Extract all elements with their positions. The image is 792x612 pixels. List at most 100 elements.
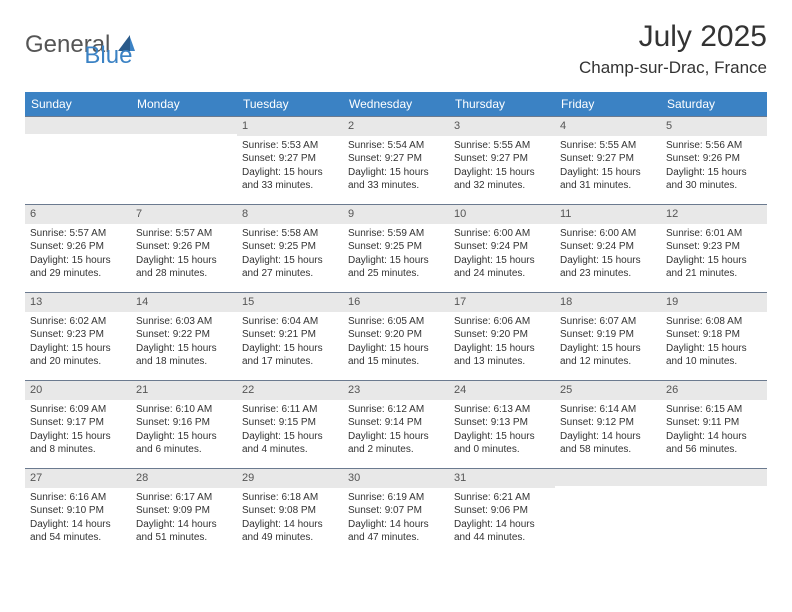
day-sunset: Sunset: 9:22 PM xyxy=(136,328,232,342)
calendar-week-row: 13Sunrise: 6:02 AMSunset: 9:23 PMDayligh… xyxy=(25,292,767,380)
calendar-day-cell: 10Sunrise: 6:00 AMSunset: 9:24 PMDayligh… xyxy=(449,204,555,292)
day-sunset: Sunset: 9:10 PM xyxy=(30,504,126,518)
day-daylight1: Daylight: 15 hours xyxy=(242,254,338,268)
day-number: 30 xyxy=(343,468,449,488)
day-content: Sunrise: 6:13 AMSunset: 9:13 PMDaylight:… xyxy=(449,400,555,462)
calendar-day-cell: 17Sunrise: 6:06 AMSunset: 9:20 PMDayligh… xyxy=(449,292,555,380)
day-number: 11 xyxy=(555,204,661,224)
day-content: Sunrise: 5:55 AMSunset: 9:27 PMDaylight:… xyxy=(449,136,555,198)
calendar-day-cell: 30Sunrise: 6:19 AMSunset: 9:07 PMDayligh… xyxy=(343,468,449,556)
day-content: Sunrise: 6:01 AMSunset: 9:23 PMDaylight:… xyxy=(661,224,767,286)
day-number: 23 xyxy=(343,380,449,400)
calendar-week-row: 27Sunrise: 6:16 AMSunset: 9:10 PMDayligh… xyxy=(25,468,767,556)
day-sunrise: Sunrise: 6:05 AM xyxy=(348,315,444,329)
day-sunrise: Sunrise: 6:13 AM xyxy=(454,403,550,417)
weekday-header: Saturday xyxy=(661,92,767,116)
weekday-header: Thursday xyxy=(449,92,555,116)
day-daylight2: and 32 minutes. xyxy=(454,179,550,193)
day-content: Sunrise: 6:05 AMSunset: 9:20 PMDaylight:… xyxy=(343,312,449,374)
day-sunset: Sunset: 9:25 PM xyxy=(242,240,338,254)
day-daylight2: and 15 minutes. xyxy=(348,355,444,369)
day-sunrise: Sunrise: 5:55 AM xyxy=(560,139,656,153)
weekday-row: SundayMondayTuesdayWednesdayThursdayFrid… xyxy=(25,92,767,116)
day-sunset: Sunset: 9:17 PM xyxy=(30,416,126,430)
day-content: Sunrise: 6:14 AMSunset: 9:12 PMDaylight:… xyxy=(555,400,661,462)
day-content: Sunrise: 5:55 AMSunset: 9:27 PMDaylight:… xyxy=(555,136,661,198)
day-sunset: Sunset: 9:23 PM xyxy=(666,240,762,254)
day-content: Sunrise: 6:00 AMSunset: 9:24 PMDaylight:… xyxy=(449,224,555,286)
day-content: Sunrise: 5:57 AMSunset: 9:26 PMDaylight:… xyxy=(25,224,131,286)
day-content: Sunrise: 5:54 AMSunset: 9:27 PMDaylight:… xyxy=(343,136,449,198)
day-content: Sunrise: 6:03 AMSunset: 9:22 PMDaylight:… xyxy=(131,312,237,374)
calendar-day-cell: 8Sunrise: 5:58 AMSunset: 9:25 PMDaylight… xyxy=(237,204,343,292)
day-number: 24 xyxy=(449,380,555,400)
day-sunrise: Sunrise: 5:53 AM xyxy=(242,139,338,153)
day-daylight1: Daylight: 15 hours xyxy=(666,254,762,268)
day-daylight1: Daylight: 14 hours xyxy=(242,518,338,532)
day-daylight2: and 30 minutes. xyxy=(666,179,762,193)
calendar-day-cell: 19Sunrise: 6:08 AMSunset: 9:18 PMDayligh… xyxy=(661,292,767,380)
day-sunset: Sunset: 9:08 PM xyxy=(242,504,338,518)
day-sunrise: Sunrise: 5:54 AM xyxy=(348,139,444,153)
day-daylight1: Daylight: 15 hours xyxy=(348,342,444,356)
day-number: 22 xyxy=(237,380,343,400)
calendar-day-cell: 23Sunrise: 6:12 AMSunset: 9:14 PMDayligh… xyxy=(343,380,449,468)
weekday-header: Tuesday xyxy=(237,92,343,116)
calendar-day-cell: 15Sunrise: 6:04 AMSunset: 9:21 PMDayligh… xyxy=(237,292,343,380)
day-daylight2: and 20 minutes. xyxy=(30,355,126,369)
day-number: 27 xyxy=(25,468,131,488)
day-daylight1: Daylight: 15 hours xyxy=(348,166,444,180)
day-sunset: Sunset: 9:11 PM xyxy=(666,416,762,430)
day-content: Sunrise: 5:59 AMSunset: 9:25 PMDaylight:… xyxy=(343,224,449,286)
day-sunset: Sunset: 9:26 PM xyxy=(666,152,762,166)
day-daylight2: and 0 minutes. xyxy=(454,443,550,457)
day-sunset: Sunset: 9:19 PM xyxy=(560,328,656,342)
day-sunrise: Sunrise: 6:03 AM xyxy=(136,315,232,329)
calendar-day-cell: 12Sunrise: 6:01 AMSunset: 9:23 PMDayligh… xyxy=(661,204,767,292)
day-number-empty xyxy=(131,116,237,134)
day-daylight1: Daylight: 15 hours xyxy=(560,342,656,356)
day-daylight2: and 28 minutes. xyxy=(136,267,232,281)
day-daylight2: and 29 minutes. xyxy=(30,267,126,281)
day-sunset: Sunset: 9:07 PM xyxy=(348,504,444,518)
calendar-day-cell: 14Sunrise: 6:03 AMSunset: 9:22 PMDayligh… xyxy=(131,292,237,380)
calendar-day-cell: 29Sunrise: 6:18 AMSunset: 9:08 PMDayligh… xyxy=(237,468,343,556)
calendar-day-cell: 18Sunrise: 6:07 AMSunset: 9:19 PMDayligh… xyxy=(555,292,661,380)
day-daylight2: and 27 minutes. xyxy=(242,267,338,281)
calendar-day-cell: 31 Sunrise: 6:21 AMSunset: 9:06 PMDayligh… xyxy=(449,468,555,556)
day-sunset: Sunset: 9:14 PM xyxy=(348,416,444,430)
day-sunrise: Sunrise: 6:09 AM xyxy=(30,403,126,417)
day-daylight2: and 4 minutes. xyxy=(242,443,338,457)
day-number: 13 xyxy=(25,292,131,312)
day-daylight1: Daylight: 15 hours xyxy=(136,342,232,356)
day-content: Sunrise: 6:10 AMSunset: 9:16 PMDaylight:… xyxy=(131,400,237,462)
day-sunrise: Sunrise: 6:15 AM xyxy=(666,403,762,417)
calendar-day-cell: 1Sunrise: 5:53 AMSunset: 9:27 PMDaylight… xyxy=(237,116,343,204)
day-content: Sunrise: 6:16 AMSunset: 9:10 PMDaylight:… xyxy=(25,488,131,550)
calendar-week-row: 1Sunrise: 5:53 AMSunset: 9:27 PMDaylight… xyxy=(25,116,767,204)
day-sunset: Sunset: 9:16 PM xyxy=(136,416,232,430)
calendar-week-row: 6Sunrise: 5:57 AMSunset: 9:26 PMDaylight… xyxy=(25,204,767,292)
calendar-day-cell: 27Sunrise: 6:16 AMSunset: 9:10 PMDayligh… xyxy=(25,468,131,556)
day-sunrise: Sunrise: 6:21 AM xyxy=(454,491,550,505)
calendar-body: 1Sunrise: 5:53 AMSunset: 9:27 PMDaylight… xyxy=(25,116,767,556)
day-number: 26 xyxy=(661,380,767,400)
day-daylight1: Daylight: 15 hours xyxy=(560,254,656,268)
calendar-day-cell: 25Sunrise: 6:14 AMSunset: 9:12 PMDayligh… xyxy=(555,380,661,468)
calendar-day-cell: 21Sunrise: 6:10 AMSunset: 9:16 PMDayligh… xyxy=(131,380,237,468)
day-sunrise: Sunrise: 6:12 AM xyxy=(348,403,444,417)
day-daylight1: Daylight: 14 hours xyxy=(454,518,550,532)
day-daylight2: and 58 minutes. xyxy=(560,443,656,457)
day-number: 31 xyxy=(449,468,555,488)
weekday-header: Sunday xyxy=(25,92,131,116)
day-number: 3 xyxy=(449,116,555,136)
calendar-day-cell xyxy=(25,116,131,204)
day-daylight2: and 2 minutes. xyxy=(348,443,444,457)
day-sunrise: Sunrise: 6:19 AM xyxy=(348,491,444,505)
day-number: 20 xyxy=(25,380,131,400)
day-sunrise: Sunrise: 5:56 AM xyxy=(666,139,762,153)
calendar-day-cell: 2Sunrise: 5:54 AMSunset: 9:27 PMDaylight… xyxy=(343,116,449,204)
day-daylight1: Daylight: 15 hours xyxy=(454,254,550,268)
day-sunset: Sunset: 9:06 PM xyxy=(454,504,550,518)
day-number: 17 xyxy=(449,292,555,312)
